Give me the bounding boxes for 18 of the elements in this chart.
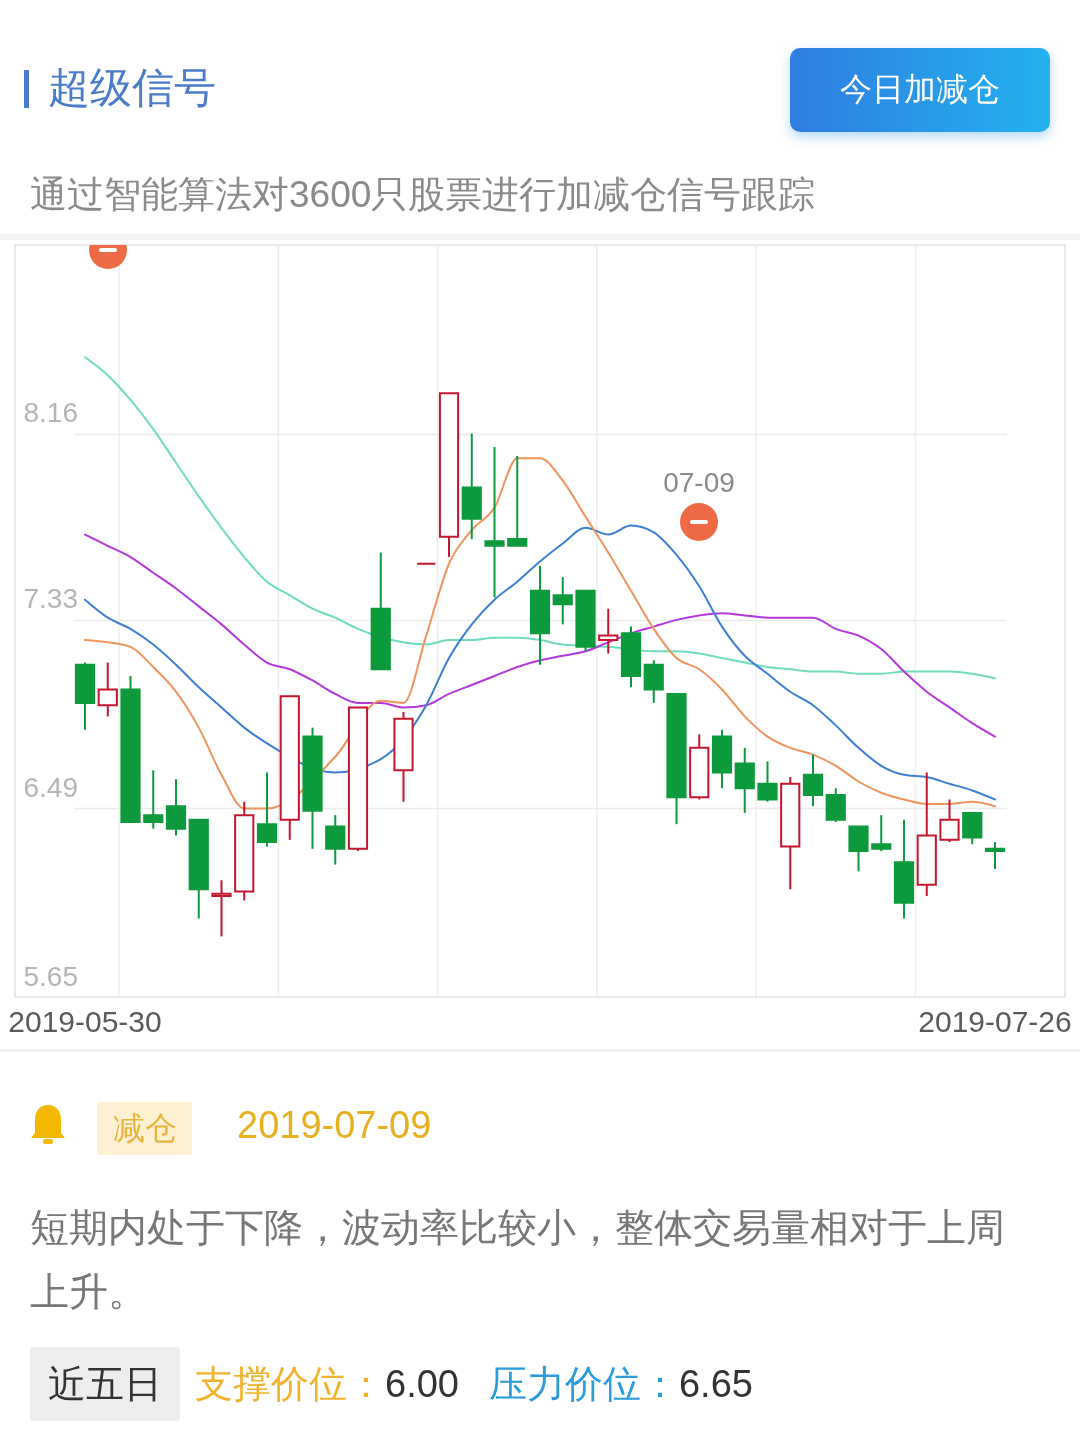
x-tick-label: 2019-07-26 [918,1004,1072,1038]
y-tick-label: 8.16 [23,397,78,429]
y-tick-label: 6.49 [23,771,78,803]
text: 近五日 [30,1347,180,1421]
text: 2019-07-09 [237,1103,432,1148]
text: 减仓 [97,1102,192,1155]
text: 支撑价位： [195,1363,385,1405]
y-tick-label: 7.33 [23,583,78,615]
x-tick-label: 2019-05-30 [8,1004,162,1038]
text: 短期内处于下降，波动率比较小，整体交易量相对于上周上升。 [30,1205,1006,1315]
text: 6.65 [678,1363,753,1405]
chart-title: 超级信号 [48,63,216,113]
text: 6.00 [385,1363,459,1405]
annotation: 07-09 [662,466,736,500]
y-tick-label: 5.65 [23,960,78,992]
chart-subtitle: 通过智能算法对3600只股票进行加减仓信号跟踪 [30,173,816,217]
text: 今日加减仓 [790,48,1050,132]
text: 压力价位： [488,1363,679,1405]
